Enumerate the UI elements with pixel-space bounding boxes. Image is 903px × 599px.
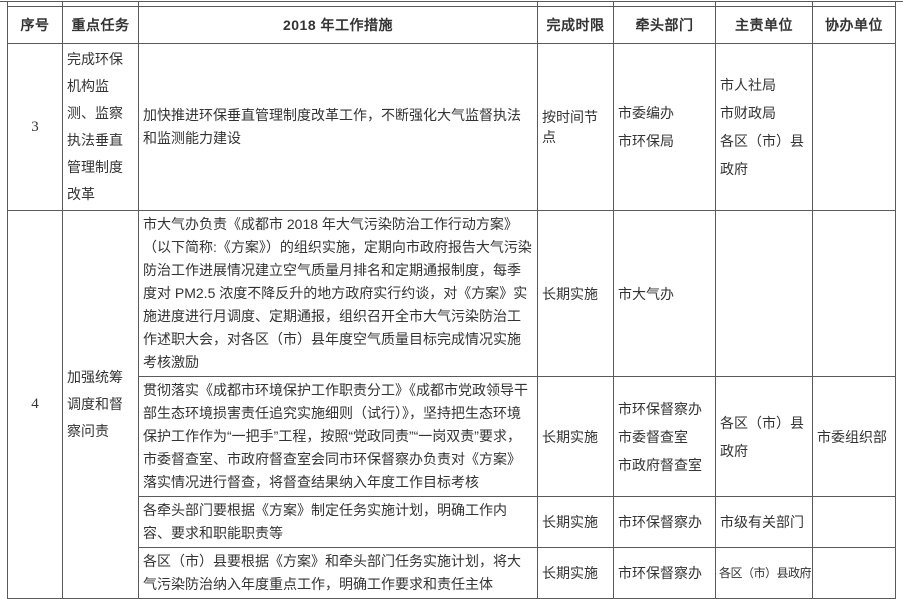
cell-responsible-unit: 各区（市）县政府 [715, 376, 813, 497]
table-row: 3 完成环保机构监测、监察执法垂直管理制度改革 加快推进环保垂直管理制度改革工作… [7, 43, 896, 211]
header-lead-department: 牵头部门 [613, 6, 716, 44]
table-row: 各区（市）县要根据《方案》和牵头部门任务实施计划，将大气污染防治纳入年度重点工作… [8, 547, 896, 599]
cell-measure: 贯彻落实《成都市环境保护工作职责分工》《成都市党政领导干部生态环境损害责任追究实… [138, 376, 538, 497]
header-responsible-unit: 主责单位 [715, 6, 813, 44]
cell-lead-department: 市大气办 [613, 210, 716, 377]
cell-measure: 市大气办负责《成都市 2018 年大气污染防治工作行动方案》（以下简称:《方案》… [138, 210, 538, 377]
cell-responsible-unit: 市级有关部门 [715, 496, 813, 548]
cell-key-task: 完成环保机构监测、监察执法垂直管理制度改革 [62, 43, 139, 211]
cell-deadline: 长期实施 [537, 496, 614, 548]
cell-lead-department: 市环保督察办 [613, 496, 716, 548]
header-work-measures: 2018 年工作措施 [138, 6, 538, 44]
cell-measure: 各区（市）县要根据《方案》和牵头部门任务实施计划，将大气污染防治纳入年度重点工作… [138, 547, 538, 599]
table-row: 各牵头部门要根据《方案》制定任务实施计划，明确工作内容、要求和职能职责等 长期实… [8, 496, 896, 548]
cell-assisting-unit [812, 210, 896, 377]
cell-assisting-unit [812, 43, 896, 211]
cell-assisting-unit: 市委组织部 [812, 376, 896, 497]
cell-assisting-unit [812, 496, 896, 548]
header-key-task: 重点任务 [62, 6, 139, 44]
cell-lead-department: 市环保督察办 [613, 547, 716, 599]
cell-responsible-unit [715, 210, 813, 377]
cell-deadline: 长期实施 [537, 210, 614, 377]
table-row: 4 加强统筹调度和督察问责 市大气办负责《成都市 2018 年大气污染防治工作行… [7, 210, 896, 599]
header-deadline: 完成时限 [537, 6, 614, 44]
work-plan-table: 序号 重点任务 2018 年工作措施 完成时限 牵头部门 主责单位 协办单位 3… [7, 1, 896, 599]
cell-responsible-unit: 各区（市）县政府 [715, 547, 813, 599]
cell-deadline: 长期实施 [537, 376, 614, 497]
cell-assisting-unit [812, 547, 896, 599]
cell-measure: 加快推进环保垂直管理制度改革工作，不断强化大气监督执法和监测能力建设 [138, 43, 538, 211]
cell-deadline: 按时间节点 [537, 43, 614, 211]
table-row: 贯彻落实《成都市环境保护工作职责分工》《成都市党政领导干部生态环境损害责任追究实… [8, 376, 896, 497]
cell-lead-department: 市环保督察办 市委督查室 市政府督查室 [613, 376, 716, 497]
header-serial-number: 序号 [7, 6, 63, 44]
cell-deadline: 长期实施 [537, 547, 614, 599]
header-assisting-unit: 协办单位 [812, 6, 896, 44]
cell-responsible-unit: 市人社局 市财政局 各区（市）县政府 [715, 43, 813, 211]
cell-serial-number: 4 [7, 210, 63, 599]
cell-key-task: 加强统筹调度和督察问责 [62, 210, 139, 599]
cell-serial-number: 3 [7, 43, 63, 211]
cell-measure: 各牵头部门要根据《方案》制定任务实施计划，明确工作内容、要求和职能职责等 [138, 496, 538, 548]
header-row: 序号 重点任务 2018 年工作措施 完成时限 牵头部门 主责单位 协办单位 [7, 6, 896, 44]
cell-lead-department: 市委编办 市环保局 [613, 43, 716, 211]
